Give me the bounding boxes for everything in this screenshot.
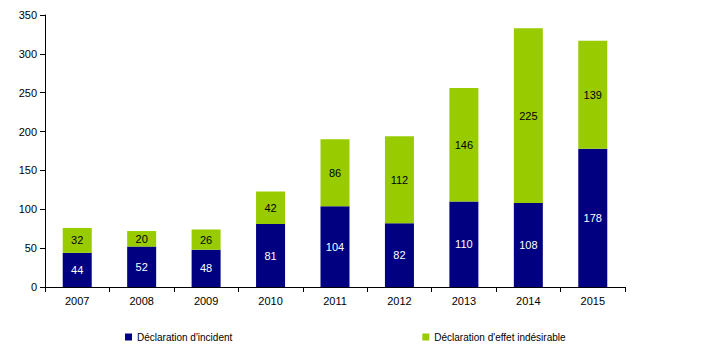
svg-text:2015: 2015 [581,295,605,307]
svg-text:2007: 2007 [65,295,89,307]
svg-text:2009: 2009 [194,295,218,307]
svg-text:225: 225 [519,110,537,122]
svg-text:Déclaration d'incident: Déclaration d'incident [137,332,233,343]
svg-text:200: 200 [19,126,37,138]
svg-text:2011: 2011 [323,295,347,307]
svg-text:42: 42 [264,202,276,214]
svg-text:150: 150 [19,164,37,176]
svg-text:81: 81 [264,250,276,262]
svg-text:108: 108 [519,239,537,251]
svg-text:146: 146 [455,139,473,151]
svg-text:100: 100 [19,203,37,215]
svg-text:44: 44 [71,264,83,276]
svg-text:26: 26 [200,234,212,246]
svg-text:86: 86 [329,167,341,179]
svg-text:2008: 2008 [129,295,153,307]
svg-text:178: 178 [584,212,602,224]
svg-text:2014: 2014 [516,295,540,307]
svg-text:112: 112 [391,174,409,186]
svg-text:110: 110 [455,238,473,250]
svg-text:48: 48 [200,262,212,274]
svg-text:52: 52 [136,261,148,273]
svg-text:250: 250 [19,87,37,99]
svg-text:350: 350 [19,9,37,21]
svg-text:2013: 2013 [452,295,476,307]
svg-text:300: 300 [19,48,37,60]
svg-text:2010: 2010 [258,295,282,307]
svg-text:2012: 2012 [387,295,411,307]
svg-text:0: 0 [31,281,37,293]
svg-text:Déclaration d'effet indésirabl: Déclaration d'effet indésirable [434,332,566,343]
svg-text:139: 139 [584,89,602,101]
svg-text:104: 104 [326,241,344,253]
svg-text:20: 20 [136,233,148,245]
svg-text:82: 82 [393,249,405,261]
svg-text:32: 32 [71,234,83,246]
svg-text:50: 50 [25,242,37,254]
